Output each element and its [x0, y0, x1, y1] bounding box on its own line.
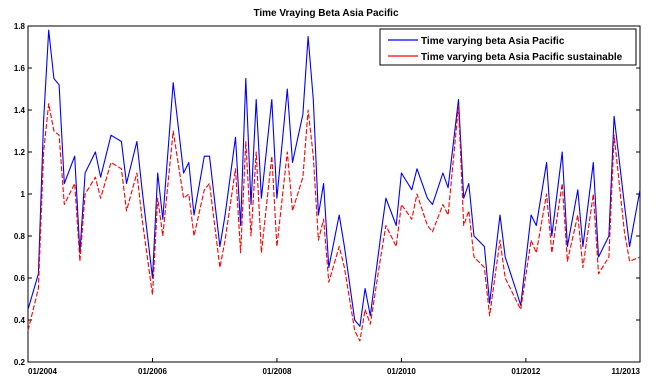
legend-label-1: Time varying beta Asia Pacific sustainab…: [421, 52, 623, 63]
x-tick-label: 01/2006: [138, 367, 167, 376]
y-tick-label: 1.4: [14, 106, 26, 115]
x-tick-label: 11/2013: [612, 367, 641, 376]
x-tick-label: 01/2008: [262, 367, 291, 376]
y-axis: 0.2 0.4 0.6 0.8 1 1.2 1.4 1.6 1.8: [14, 22, 640, 367]
x-axis: 01/2004 01/2006 01/2008 01/2010 01/2012 11/20…: [27, 358, 641, 376]
legend-box: [379, 28, 637, 66]
legend: Time varying beta Asia Pacific Time vary…: [379, 28, 637, 66]
y-tick-label: 0.4: [14, 316, 26, 325]
chart-title: Time Vraying Beta Asia Pacific: [253, 8, 399, 19]
y-tick-label: 1: [21, 190, 26, 199]
y-tick-label: 0.8: [14, 232, 26, 241]
plot-frame: [27, 25, 641, 363]
series-layer: [27, 29, 641, 342]
x-tick-label: 01/2004: [28, 367, 57, 376]
legend-label-0: Time varying beta Asia Pacific: [421, 36, 565, 47]
series-line-0: [27, 29, 641, 327]
y-tick-label: 0.6: [14, 274, 26, 283]
x-tick-label: 01/2010: [387, 367, 416, 376]
series-line-1: [27, 103, 641, 342]
y-tick-label: 1.8: [14, 22, 26, 31]
y-tick-label: 1.6: [14, 64, 26, 73]
y-tick-label: 0.2: [14, 358, 26, 367]
x-tick-label: 01/2012: [511, 367, 540, 376]
y-tick-label: 1.2: [14, 148, 26, 157]
